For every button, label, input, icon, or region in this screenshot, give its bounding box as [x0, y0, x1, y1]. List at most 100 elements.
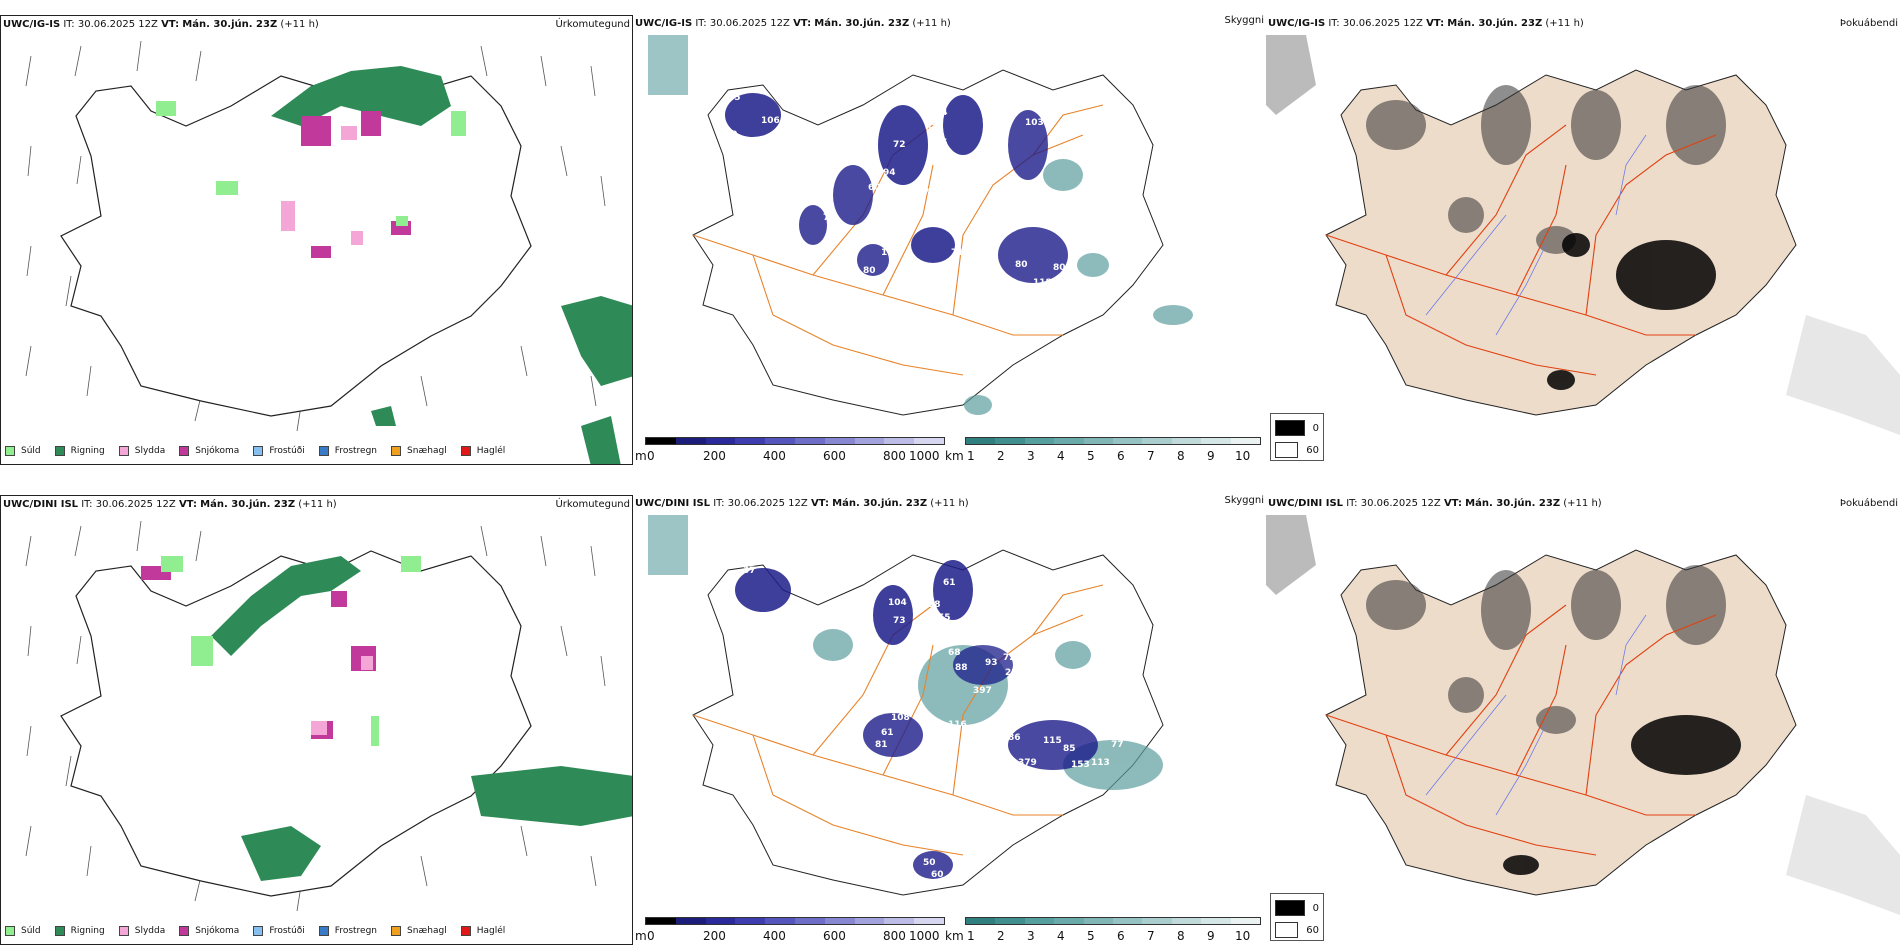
precip-title-bottom: Úrkomutegund [555, 499, 630, 510]
rivers [1425, 614, 1647, 816]
km-tick: 8 [1177, 449, 1185, 463]
m-tick: 1000 [909, 449, 940, 463]
header-bottom-visibility: UWC/DINI ISL IT: 30.06.2025 12Z VT: Mán.… [635, 498, 969, 509]
legend-item: Súld [5, 926, 41, 936]
svg-text:58: 58 [1043, 583, 1056, 593]
svg-text:95: 95 [1073, 96, 1086, 106]
legend-item: Snæhagl [391, 446, 447, 456]
svg-text:93: 93 [985, 658, 998, 668]
fog-map-top [1266, 35, 1900, 435]
precip-panel-bottom: UWC/DINI ISL IT: 30.06.2025 12Z VT: Mán.… [0, 495, 633, 945]
roads [692, 104, 1104, 376]
legend-item: Haglél [460, 926, 505, 936]
svg-text:88: 88 [955, 663, 968, 673]
svg-text:73: 73 [893, 616, 906, 626]
km-tick: 10 [1235, 929, 1251, 943]
legend-item: Rigning [54, 926, 105, 936]
drizzle-areas [156, 101, 466, 226]
visibility-map-top: 65 106 19 64 67 72 65 60 103 95 86 94 62… [648, 35, 1193, 416]
svg-text:14: 14 [783, 698, 796, 708]
legend-item: Súld [5, 446, 41, 456]
km-scale-top: km 1 2 3 4 5 6 7 8 9 10 [945, 437, 1263, 465]
m-tick: 200 [703, 929, 726, 943]
svg-text:55: 55 [938, 613, 951, 623]
fog-title-bottom: Þokuábendi [1839, 498, 1898, 509]
svg-text:129: 129 [958, 378, 977, 388]
km-tick: 8 [1177, 929, 1185, 943]
svg-text:61: 61 [943, 578, 956, 588]
vis-low-blue [725, 93, 1068, 283]
fog-map-bottom [1266, 515, 1900, 915]
svg-text:64: 64 [935, 108, 948, 118]
svg-text:86: 86 [808, 183, 821, 193]
km-tick: 1 [967, 929, 975, 943]
svg-text:60: 60 [931, 870, 944, 880]
svg-text:60: 60 [1023, 103, 1036, 113]
svg-text:118: 118 [1033, 278, 1052, 288]
svg-text:81: 81 [875, 740, 888, 750]
vis-value-labels: 37 78 61 88 55 104 73 68 88 93 72 23 397… [743, 566, 1124, 880]
rain-areas [271, 66, 632, 464]
precip-legend-top: Súld Rigning Slydda Snjókoma Frostúði Fr… [5, 446, 505, 456]
svg-text:94: 94 [883, 168, 896, 178]
km-unit: km [945, 929, 964, 943]
km-tick: 1 [967, 449, 975, 463]
svg-text:50: 50 [923, 858, 936, 868]
legend-item: Rigning [54, 446, 105, 456]
visibility-map-bottom: 37 78 61 88 55 104 73 68 88 93 72 23 397… [648, 515, 1164, 896]
m-tick: 400 [763, 929, 786, 943]
legend-item: Haglél [460, 446, 505, 456]
svg-text:113: 113 [1091, 758, 1110, 768]
fog-dark-areas [1366, 85, 1726, 254]
km-tick: 7 [1147, 449, 1155, 463]
svg-text:91: 91 [1045, 213, 1058, 223]
precip-map-top [25, 40, 632, 464]
m-tick: 800 [883, 929, 906, 943]
fog-scale-value: 0 [1312, 422, 1319, 434]
rivers [1425, 134, 1647, 336]
svg-text:60: 60 [868, 183, 881, 193]
svg-text:112: 112 [1083, 283, 1102, 293]
svg-text:67: 67 [925, 123, 938, 133]
km-tick: 3 [1027, 449, 1035, 463]
vis-teal [964, 159, 1193, 415]
m-tick: 200 [703, 449, 726, 463]
fog-scale-bottom: 0 60 [1270, 893, 1324, 941]
svg-text:71: 71 [923, 188, 936, 198]
visibility-title-bottom: Skyggni [1224, 495, 1264, 506]
legend-item: Frostúði [253, 926, 305, 936]
header-top-precip: UWC/IG-IS IT: 30.06.2025 12Z VT: Mán. 30… [3, 19, 319, 30]
m-scale-strip [645, 437, 945, 445]
legend-item: Slydda [118, 446, 165, 456]
svg-text:62: 62 [938, 180, 951, 190]
legend-item: Frostúði [253, 446, 305, 456]
svg-text:77: 77 [1111, 740, 1124, 750]
svg-text:106: 106 [761, 116, 780, 126]
svg-text:153: 153 [1071, 760, 1090, 770]
svg-text:72: 72 [893, 140, 906, 150]
legend-item: Slydda [118, 926, 165, 936]
km-scale-bottom: km 1 2 3 4 5 6 7 8 9 10 [945, 917, 1263, 945]
m-unit: m [635, 449, 647, 463]
precip-panel-top: UWC/IG-IS IT: 30.06.2025 12Z VT: Mán. 30… [0, 15, 633, 465]
svg-text:79: 79 [958, 198, 971, 208]
svg-text:70: 70 [828, 226, 841, 236]
iceland-outline [60, 70, 532, 417]
m-tick: 400 [763, 449, 786, 463]
km-tick: 7 [1147, 929, 1155, 943]
svg-text:80: 80 [863, 266, 876, 276]
svg-text:86: 86 [1008, 733, 1021, 743]
roads [1325, 124, 1717, 376]
fog-scale-top: 0 60 [1270, 413, 1324, 461]
km-tick: 4 [1057, 929, 1065, 943]
visibility-panel-bottom: 37 78 61 88 55 104 73 68 88 93 72 23 397… [633, 495, 1266, 945]
svg-text:104: 104 [888, 598, 907, 608]
svg-text:103: 103 [993, 163, 1012, 173]
precip-legend-bottom: Súld Rigning Slydda Snjókoma Frostúði Fr… [5, 926, 505, 936]
svg-text:108: 108 [891, 713, 910, 723]
svg-text:37: 37 [743, 566, 756, 576]
header-top-fog: UWC/IG-IS IT: 30.06.2025 12Z VT: Mán. 30… [1268, 18, 1584, 29]
km-scale-strip [965, 917, 1261, 925]
m-unit: m [635, 929, 647, 943]
km-tick: 5 [1087, 929, 1095, 943]
